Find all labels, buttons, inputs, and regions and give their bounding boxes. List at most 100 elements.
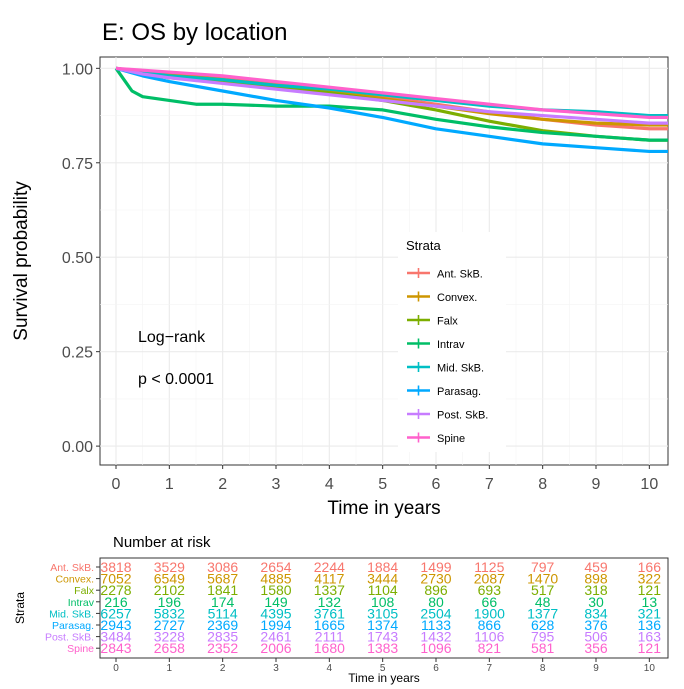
risk-value: 2006 (260, 640, 291, 656)
risk-value: 356 (584, 640, 608, 656)
risk-table-x-axis: 0 1 2 3 4 5 6 7 8 9 10 (113, 658, 655, 674)
risk-value: 321 (638, 605, 662, 621)
risk-value: 1743 (367, 629, 398, 645)
risk-row-label: Ant. SkB. (50, 562, 94, 574)
risk-value: 48 (535, 594, 551, 610)
risk-value: 1377 (527, 605, 558, 621)
risk-value: 3761 (314, 605, 345, 621)
risk-row-label: Intrav (68, 597, 95, 609)
risk-value: 2835 (207, 629, 238, 645)
km-y-axis: 0.00 0.25 0.50 0.75 1.00 (62, 61, 100, 456)
risk-value: 13 (642, 594, 658, 610)
risk-value: 866 (478, 617, 502, 633)
chart-title: E: OS by location (102, 19, 287, 46)
risk-row-label: Convex. (55, 574, 94, 586)
risk-value: 5114 (208, 605, 238, 621)
risk-value: 6549 (154, 571, 185, 587)
km-curve-Post. SkB. (115, 66, 668, 125)
risk-value: 5687 (207, 571, 238, 587)
risk-value: 1096 (420, 640, 451, 656)
risk-value: 108 (371, 594, 395, 610)
risk-x-tick-label: 3 (273, 663, 279, 674)
risk-value: 2730 (420, 571, 451, 587)
risk-value: 163 (638, 629, 662, 645)
y-tick-label: 0.25 (62, 345, 93, 362)
y-tick-label: 0.00 (62, 439, 93, 456)
risk-row-label: Mid. SkB. (49, 608, 94, 620)
risk-value: 121 (638, 582, 662, 598)
risk-value: 80 (428, 594, 444, 610)
risk-value: 1884 (367, 559, 398, 575)
risk-value: 1470 (527, 571, 558, 587)
risk-value: 797 (531, 559, 555, 575)
x-tick-label: 3 (272, 476, 281, 493)
risk-value: 30 (588, 594, 604, 610)
risk-value: 2244 (314, 559, 345, 575)
risk-value: 795 (531, 629, 555, 645)
legend-label: Ant. SkB. (437, 269, 483, 281)
legend-label: Mid. SkB. (437, 363, 484, 375)
strata-legend: Strata Ant. SkB. Convex. Falx Intrav Mid. Sk… (398, 232, 506, 452)
risk-value: 1125 (474, 559, 504, 575)
risk-value: 2658 (154, 640, 185, 656)
risk-value: 2504 (420, 605, 451, 621)
risk-x-tick-label: 4 (327, 663, 333, 674)
p-value-label: p < 0.0001 (138, 371, 214, 388)
risk-value: 2461 (260, 629, 291, 645)
risk-value: 322 (638, 571, 662, 587)
risk-row-label: Falx (74, 585, 95, 597)
risk-row-label: Post. SkB. (45, 632, 94, 644)
x-tick-label: 10 (640, 476, 658, 493)
risk-row-label: Parasag. (52, 620, 94, 632)
x-axis-label: Time in years (327, 498, 440, 519)
risk-value: 121 (638, 640, 662, 656)
risk-value: 3818 (100, 559, 131, 575)
risk-value: 66 (482, 594, 498, 610)
risk-value: 1337 (314, 582, 345, 598)
legend-label: Falx (437, 316, 458, 328)
risk-value: 3086 (207, 559, 238, 575)
risk-value: 2111 (315, 629, 344, 645)
risk-value: 834 (584, 605, 608, 621)
risk-value: 216 (104, 594, 128, 610)
legend-label: Post. SkB. (437, 410, 488, 422)
risk-value: 318 (584, 582, 608, 598)
risk-value: 1841 (207, 582, 238, 598)
risk-x-tick-label: 10 (644, 663, 656, 674)
risk-value: 1680 (314, 640, 345, 656)
risk-x-tick-label: 5 (380, 663, 386, 674)
risk-x-tick-label: 2 (220, 663, 226, 674)
km-curve-Parasag. (115, 66, 668, 154)
legend-background (398, 232, 506, 452)
risk-value: 821 (478, 640, 502, 656)
risk-value: 517 (531, 582, 555, 598)
km-curve-Spine (115, 66, 668, 120)
legend-items: Ant. SkB. Convex. Falx Intrav Mid. SkB. Paras… (407, 268, 488, 445)
risk-table-values: Ant. SkB. 3818 3529 3086 2654 2244 1884 1499 112… (45, 559, 661, 656)
risk-value: 2278 (100, 582, 131, 598)
risk-value: 4885 (260, 571, 291, 587)
risk-value: 1104 (368, 582, 398, 598)
legend-label: Intrav (437, 339, 465, 351)
risk-value: 132 (318, 594, 342, 610)
risk-value: 2087 (474, 571, 505, 587)
km-curve-Intrav (114, 67, 668, 142)
risk-value: 1994 (260, 617, 291, 633)
risk-value: 1133 (421, 617, 451, 633)
risk-value: 376 (584, 617, 608, 633)
risk-value: 2943 (100, 617, 131, 633)
legend-label: Spine (437, 433, 465, 445)
km-curves (114, 66, 668, 154)
risk-value: 2727 (154, 617, 185, 633)
y-axis-label: Survival probability (11, 181, 32, 341)
risk-value: 1900 (474, 605, 505, 621)
risk-x-tick-label: 8 (540, 663, 546, 674)
y-tick-label: 0.75 (62, 156, 93, 173)
km-curve-Convex. (115, 66, 668, 127)
risk-value: 1580 (260, 582, 291, 598)
risk-value: 2102 (154, 582, 185, 598)
risk-value: 3529 (154, 559, 185, 575)
risk-value: 1432 (420, 629, 451, 645)
risk-value: 628 (531, 617, 555, 633)
